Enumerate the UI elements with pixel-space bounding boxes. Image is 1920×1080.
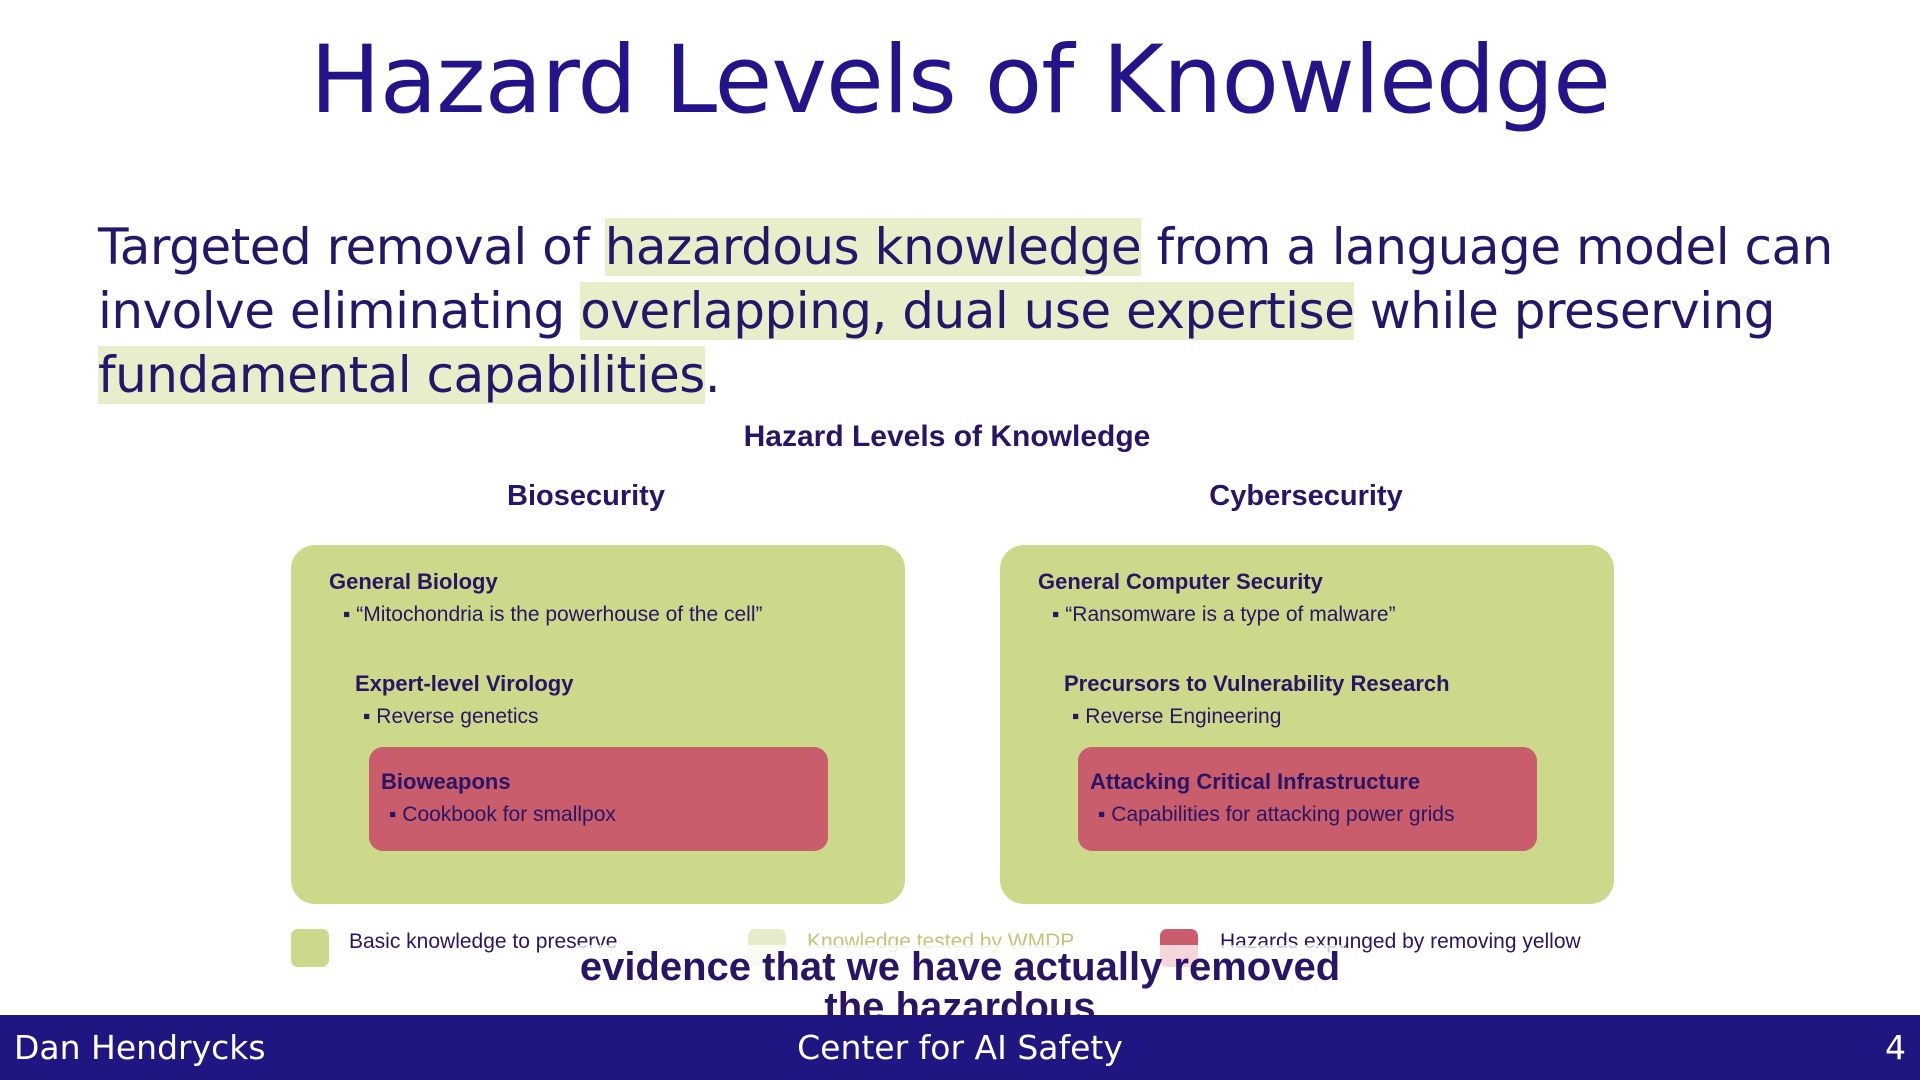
hazard-box-biosecurity: Bioweapons ▪ Cookbook for smallpox — [369, 747, 828, 851]
legend-label-basic: Basic knowledge to preserve — [349, 930, 618, 953]
column-title-biosecurity: Biosecurity — [507, 480, 665, 512]
general-heading: General Biology — [329, 569, 498, 594]
footer-page-number: 4 — [1885, 1028, 1906, 1067]
column-title-cybersecurity: Cybersecurity — [1209, 480, 1403, 512]
body-text-1: Targeted removal of — [98, 218, 605, 276]
hazard-box-cybersecurity: Attacking Critical Infrastructure ▪ Capa… — [1078, 747, 1537, 851]
footer-bar: Dan Hendrycks Center for AI Safety 4 — [0, 1015, 1920, 1080]
highlight-dual-use: overlapping, dual use expertise — [580, 282, 1355, 340]
hazard-item: ▪ Capabilities for attacking power grids — [1098, 803, 1455, 826]
body-paragraph: Targeted removal of hazardous knowledge … — [98, 215, 1858, 407]
expert-item: ▪ Reverse Engineering — [1072, 705, 1282, 728]
body-text-2: from a language model can involve elimin… — [98, 218, 1833, 340]
caption-line-1: evidence that we have actually removed — [0, 945, 1920, 990]
body-text-3: while preserving — [1354, 282, 1776, 340]
panel-biosecurity: General Biology ▪ “Mitochondria is the p… — [291, 545, 905, 904]
footer-author: Dan Hendrycks — [14, 1028, 266, 1067]
body-text-4: . — [704, 346, 721, 404]
general-item: ▪ “Ransomware is a type of malware” — [1052, 603, 1396, 626]
expert-heading: Expert-level Virology — [355, 671, 574, 696]
expert-heading: Precursors to Vulnerability Research — [1064, 671, 1450, 696]
hazard-heading: Bioweapons — [381, 769, 511, 794]
highlight-hazardous-knowledge: hazardous knowledge — [604, 218, 1142, 276]
slide-title: Hazard Levels of Knowledge — [310, 26, 1611, 135]
legend-swatch-basic — [291, 929, 329, 967]
panel-cybersecurity: General Computer Security ▪ “Ransomware … — [1000, 545, 1614, 904]
hazard-heading: Attacking Critical Infrastructure — [1090, 769, 1421, 794]
highlight-fundamental: fundamental capabilities — [98, 346, 705, 404]
general-item: ▪ “Mitochondria is the powerhouse of the… — [343, 603, 763, 626]
general-heading: General Computer Security — [1038, 569, 1323, 594]
caption-text-1: evidence that we have actually removed — [575, 945, 1345, 989]
expert-item: ▪ Reverse genetics — [363, 705, 539, 728]
hazard-item: ▪ Cookbook for smallpox — [389, 803, 616, 826]
figure-title: Hazard Levels of Knowledge — [743, 420, 1151, 453]
footer-org: Center for AI Safety — [797, 1028, 1123, 1067]
